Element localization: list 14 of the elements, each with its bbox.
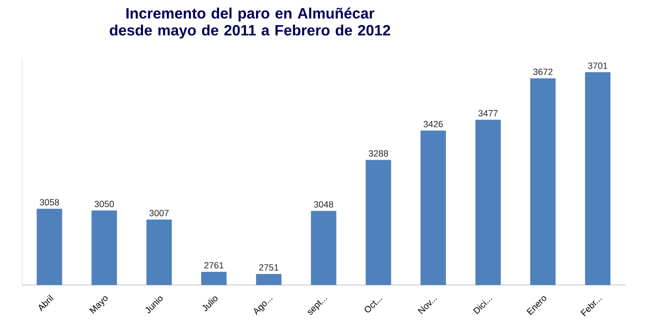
data-label: 3058: [40, 199, 59, 206]
data-label: 3426: [424, 120, 443, 128]
data-label: 2751: [259, 264, 278, 271]
data-label: 3050: [94, 200, 114, 208]
data-label: 3048: [314, 201, 334, 208]
x-tick-label: Oct...: [364, 298, 382, 312]
data-label: 3701: [588, 62, 608, 69]
data-label: 3477: [478, 110, 498, 116]
x-tick-label: Julio: [202, 296, 218, 312]
data-label: 2761: [204, 262, 224, 269]
chart-title: Incremento del paro en Almuñécar desde mayo de 2011 a Febrero de 2012: [110, 8, 390, 38]
data-label: 3288: [368, 150, 388, 157]
data-label: 3672: [533, 68, 552, 76]
data-label: 3007: [149, 210, 169, 216]
